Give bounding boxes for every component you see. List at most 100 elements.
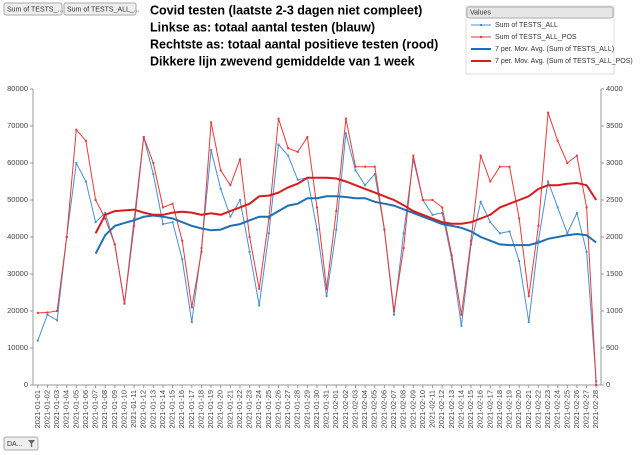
- series-marker: [460, 313, 463, 316]
- series-marker: [537, 224, 540, 227]
- x-tick-label: 2021-02-03: [350, 390, 359, 428]
- legend-marker: [480, 24, 482, 26]
- series-marker: [575, 211, 578, 214]
- series-marker: [152, 162, 155, 164]
- series-marker: [181, 258, 184, 261]
- series-marker: [296, 150, 299, 153]
- series-marker: [470, 243, 473, 246]
- x-tick-label: 2021-01-07: [91, 390, 100, 428]
- field-button[interactable]: [63, 2, 137, 16]
- filter-icon: [28, 440, 35, 448]
- series-marker: [161, 223, 164, 226]
- series-marker: [421, 199, 424, 201]
- legend-label: 7 per. Mov. Avg. (Sum of TESTS_ALL_POS): [495, 58, 633, 65]
- series-marker: [84, 180, 87, 183]
- x-tick-label: 2021-01-25: [264, 390, 273, 428]
- x-tick-label: 2021-02-22: [533, 390, 542, 428]
- series-marker: [335, 228, 338, 231]
- x-tick-label: 2021-01-21: [225, 390, 234, 428]
- series-marker: [152, 173, 155, 176]
- y-tick-label: 80000: [7, 84, 28, 93]
- series-marker: [277, 117, 280, 120]
- axis-field-button-label: DA...: [7, 441, 23, 448]
- series-marker: [219, 187, 222, 190]
- y-tick-label: 20000: [7, 306, 28, 315]
- x-tick-label: 2021-01-05: [71, 390, 80, 428]
- series-marker: [267, 217, 270, 220]
- x-tick-label: 2021-01-30: [312, 390, 321, 428]
- series-marker: [344, 132, 347, 135]
- x-tick-label: 2021-02-07: [389, 390, 398, 428]
- series-marker: [373, 165, 376, 168]
- y-tick-label: 40000: [7, 232, 28, 241]
- y-tick-label: 70000: [7, 121, 28, 130]
- series-marker: [46, 311, 49, 314]
- legend-label: Sum of TESTS_ALL_POS: [495, 34, 577, 41]
- y2-tick-label: 500: [606, 343, 619, 352]
- series-marker: [229, 184, 232, 187]
- series-marker: [556, 139, 559, 142]
- values-button[interactable]: [466, 6, 614, 19]
- x-tick-label: 2021-01-18: [196, 390, 205, 428]
- series-marker: [171, 202, 174, 205]
- series-marker: [46, 313, 49, 316]
- series-marker: [364, 165, 367, 168]
- x-tick-label: 2021-01-17: [187, 390, 196, 428]
- series-marker: [498, 165, 501, 168]
- y2-tick-label: 2000: [606, 232, 623, 241]
- x-tick-label: 2021-02-02: [341, 390, 350, 428]
- series-marker: [267, 232, 270, 235]
- field-button[interactable]: [3, 2, 63, 16]
- series-marker: [258, 304, 261, 307]
- x-tick-label: 2021-02-13: [447, 390, 456, 428]
- legend-marker: [480, 36, 482, 38]
- legend-label: Sum of TESTS_ALL: [495, 22, 558, 29]
- annotation: Dikkere lijn zwevend gemiddelde van 1 we…: [150, 54, 415, 68]
- series-line: [94, 195, 597, 255]
- series-marker: [65, 236, 68, 238]
- series-marker: [518, 260, 521, 263]
- series-marker: [508, 230, 511, 233]
- series-marker: [325, 287, 328, 290]
- series-marker: [94, 221, 97, 224]
- series-marker: [431, 213, 434, 216]
- series-marker: [402, 232, 405, 235]
- series-marker: [181, 239, 184, 242]
- x-tick-label: 2021-02-26: [572, 390, 581, 428]
- series-marker: [595, 384, 598, 386]
- series-marker: [431, 199, 434, 201]
- series-marker: [238, 199, 241, 201]
- y2-tick-label: 0: [606, 380, 610, 389]
- series-marker: [277, 143, 280, 146]
- y2-tick-label: 4000: [606, 84, 623, 93]
- series-marker: [441, 206, 444, 209]
- series-marker: [75, 128, 78, 131]
- series-marker: [518, 217, 521, 220]
- x-tick-label: 2021-01-09: [110, 390, 119, 428]
- series-marker: [556, 206, 559, 209]
- series-marker: [56, 310, 59, 312]
- x-tick-label: 2021-01-24: [254, 390, 263, 428]
- y-tick-label: 60000: [7, 158, 28, 167]
- x-tick-label: 2021-02-16: [476, 390, 485, 428]
- y2-tick-label: 1500: [606, 269, 623, 278]
- series-marker: [200, 250, 203, 253]
- series-marker: [547, 180, 550, 183]
- x-tick-label: 2021-02-12: [437, 390, 446, 428]
- series-marker: [585, 206, 588, 209]
- series-marker: [537, 239, 540, 242]
- field-button-label: Sum of TESTS_ALL_...: [67, 6, 140, 13]
- x-tick-label: 2021-01-22: [235, 390, 244, 428]
- x-tick-label: 2021-02-04: [360, 390, 369, 428]
- x-tick-label: 2021-02-25: [562, 390, 571, 428]
- series-marker: [393, 310, 396, 312]
- series-marker: [113, 243, 116, 246]
- series-marker: [354, 169, 357, 172]
- series-marker: [450, 254, 453, 257]
- x-tick-label: 2021-02-08: [399, 390, 408, 428]
- series-marker: [354, 165, 357, 168]
- series-marker: [566, 232, 569, 235]
- x-tick-label: 2021-01-03: [52, 390, 61, 428]
- x-tick-label: 2021-01-13: [148, 390, 157, 428]
